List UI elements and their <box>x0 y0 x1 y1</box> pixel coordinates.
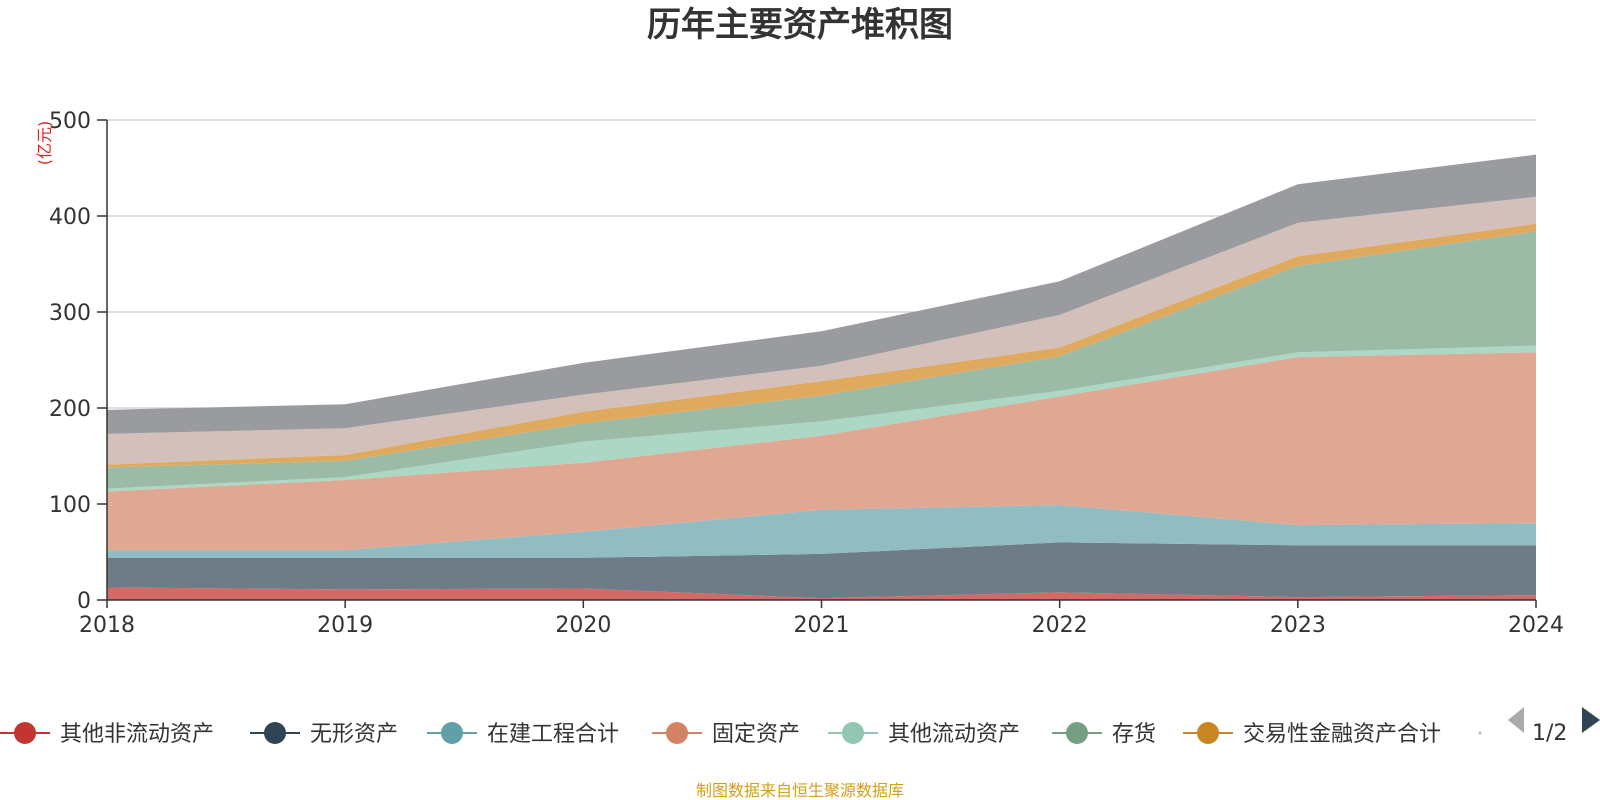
y-tick-label: 0 <box>77 589 91 614</box>
x-tick-label: 2021 <box>794 613 850 638</box>
y-tick-label: 500 <box>49 109 91 134</box>
legend-label: 其他流动资产 <box>888 722 1020 747</box>
legend-marker-icon <box>1197 722 1219 744</box>
legend-item-1[interactable]: 其他非流动资产 <box>0 722 214 747</box>
area-series-group <box>107 154 1536 600</box>
legend-page-indicator: 1/2 <box>1532 721 1567 746</box>
x-tick-label: 2018 <box>79 613 135 638</box>
x-tick-label: 2024 <box>1508 613 1564 638</box>
legend-marker-icon <box>666 722 688 744</box>
y-tick-label: 300 <box>49 301 91 326</box>
legend-item-4[interactable]: 固定资产 <box>652 722 800 747</box>
legend-label: 无形资产 <box>310 722 398 747</box>
legend-pager[interactable]: 1/2 <box>1508 707 1600 746</box>
legend-item-5[interactable]: 其他流动资产 <box>828 722 1020 747</box>
legend-marker-icon <box>264 722 286 744</box>
legend-marker-icon <box>1066 722 1088 744</box>
data-source-note: 制图数据来自恒生聚源数据库 <box>696 781 904 800</box>
legend-next-page-icon[interactable] <box>1582 707 1600 733</box>
x-tick-label: 2022 <box>1032 613 1088 638</box>
area-series-6 <box>107 231 1536 489</box>
legend-item-7[interactable]: 交易性金融资产合计 <box>1183 722 1441 747</box>
legend-label: 其他非流动资产 <box>60 722 214 747</box>
legend-item-2[interactable]: 无形资产 <box>250 722 398 747</box>
area-series-9 <box>107 154 1536 434</box>
legend[interactable]: 其他非流动资产 无形资产 在建工程合计 固定资产 其他流动资产 存货 交易性金融资产合计 <box>0 722 1482 747</box>
legend-prev-page-icon[interactable] <box>1508 707 1524 733</box>
x-tick-label: 2023 <box>1270 613 1326 638</box>
legend-marker-icon <box>842 722 864 744</box>
axes: 0 100 200 300 400 500 2018 2019 2020 2021 2022 2023… <box>49 109 1564 638</box>
legend-label: 交易性金融资产合计 <box>1243 722 1441 747</box>
chart-title: 历年主要资产堆积图 <box>647 5 953 45</box>
area-series-8 <box>107 196 1536 465</box>
area-series-3 <box>107 505 1536 558</box>
area-series-1 <box>107 587 1536 600</box>
legend-marker-icon <box>441 722 463 744</box>
legend-label: 固定资产 <box>712 722 800 747</box>
area-series-7 <box>107 223 1536 468</box>
legend-label: 在建工程合计 <box>487 722 619 747</box>
legend-label: 存货 <box>1112 722 1156 747</box>
y-tick-label: 100 <box>49 493 91 518</box>
y-tick-label: 200 <box>49 397 91 422</box>
x-tick-label: 2019 <box>317 613 373 638</box>
x-tick-label: 2020 <box>555 613 611 638</box>
y-axis-unit-label: (亿元) <box>35 121 54 166</box>
legend-item-3[interactable]: 在建工程合计 <box>427 722 619 747</box>
legend-overflow-dot-icon <box>1478 731 1482 735</box>
y-tick-label: 400 <box>49 205 91 230</box>
area-series-2 <box>107 542 1536 599</box>
legend-item-6[interactable]: 存货 <box>1052 722 1156 747</box>
area-series-4 <box>107 352 1536 551</box>
legend-marker-icon <box>14 722 36 744</box>
